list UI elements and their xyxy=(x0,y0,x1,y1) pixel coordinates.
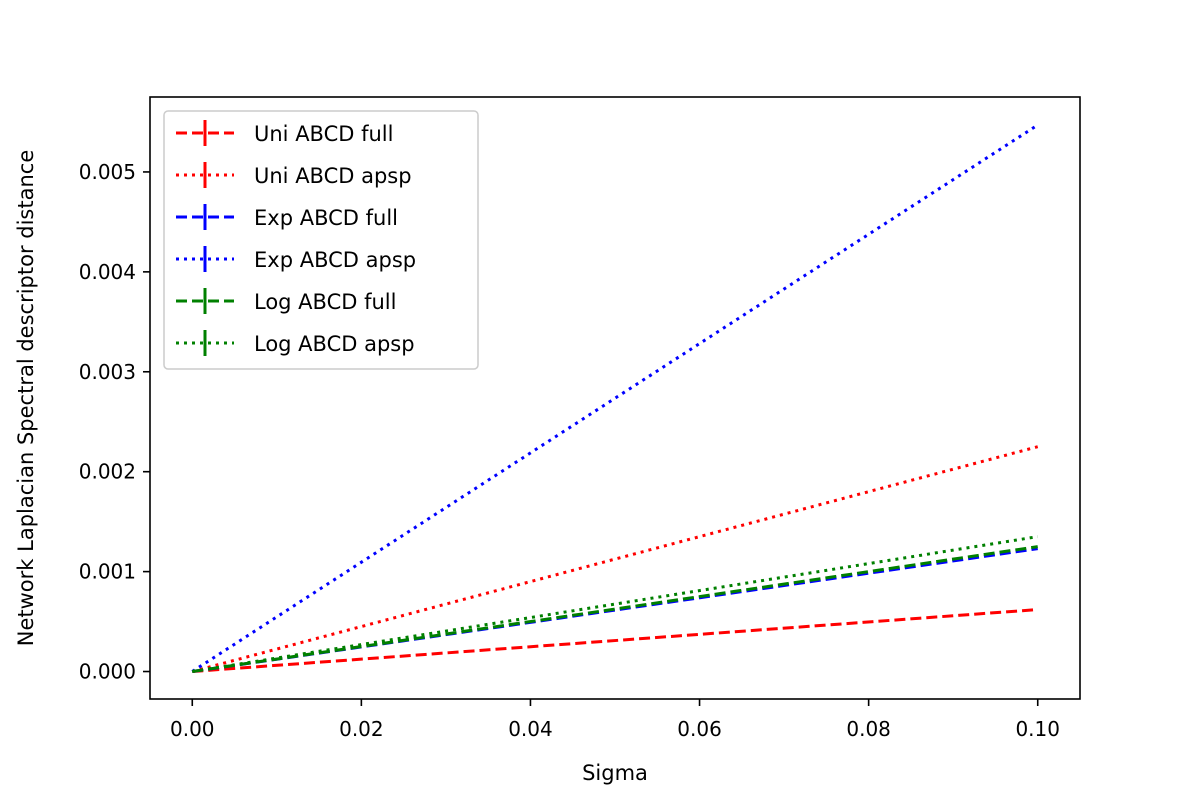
legend-label: Log ABCD apsp xyxy=(254,332,415,356)
series-line-uni-abcd-full xyxy=(192,608,1038,674)
legend-label: Exp ABCD apsp xyxy=(254,248,416,272)
plot-area xyxy=(191,123,1039,674)
legend-box xyxy=(163,110,479,370)
legend-label: Log ABCD full xyxy=(254,290,396,314)
legend: Uni ABCD full Uni ABCD apsp Exp ABCD full E… xyxy=(163,110,479,370)
legend-label: Uni ABCD apsp xyxy=(254,164,412,188)
x-tick-label: 0.08 xyxy=(846,717,891,741)
plot-frame xyxy=(149,96,1081,700)
legend-entry: Log ABCD apsp xyxy=(176,330,415,356)
x-tick-label: 0.06 xyxy=(677,717,722,741)
x-axis-title: Sigma xyxy=(582,761,648,785)
legend-entry: Log ABCD full xyxy=(176,288,396,314)
legend-label: Exp ABCD full xyxy=(254,206,398,230)
x-tick-label: 0.02 xyxy=(339,717,384,741)
series-line-log-abcd-apsp xyxy=(192,535,1038,674)
series-line-exp-abcd-full xyxy=(192,547,1038,674)
legend-label: Uni ABCD full xyxy=(254,122,393,146)
y-tick-label: 0.004 xyxy=(79,260,136,284)
series-line-log-abcd-full xyxy=(192,545,1038,674)
series-line-uni-abcd-apsp xyxy=(191,445,1039,673)
x-tick-label: 0.00 xyxy=(170,717,215,741)
y-axis-title: Network Laplacian Spectral descriptor di… xyxy=(14,150,38,646)
y-tick-label: 0.001 xyxy=(79,560,136,584)
axes: 0.00 0.02 0.04 0.06 0.08 0.10 0.000 0.001 0.002 0… xyxy=(14,96,1081,785)
legend-entry: Exp ABCD apsp xyxy=(176,246,416,272)
y-tick-label: 0.000 xyxy=(79,660,136,684)
y-tick-label: 0.002 xyxy=(79,460,136,484)
legend-entry: Exp ABCD full xyxy=(176,204,398,230)
legend-entry: Uni ABCD apsp xyxy=(176,162,412,188)
legend-entry: Uni ABCD full xyxy=(176,120,393,146)
y-tick-label: 0.005 xyxy=(79,160,136,184)
y-tick-label: 0.003 xyxy=(79,360,136,384)
x-tick-label: 0.04 xyxy=(508,717,553,741)
x-tick-label: 0.10 xyxy=(1015,717,1060,741)
